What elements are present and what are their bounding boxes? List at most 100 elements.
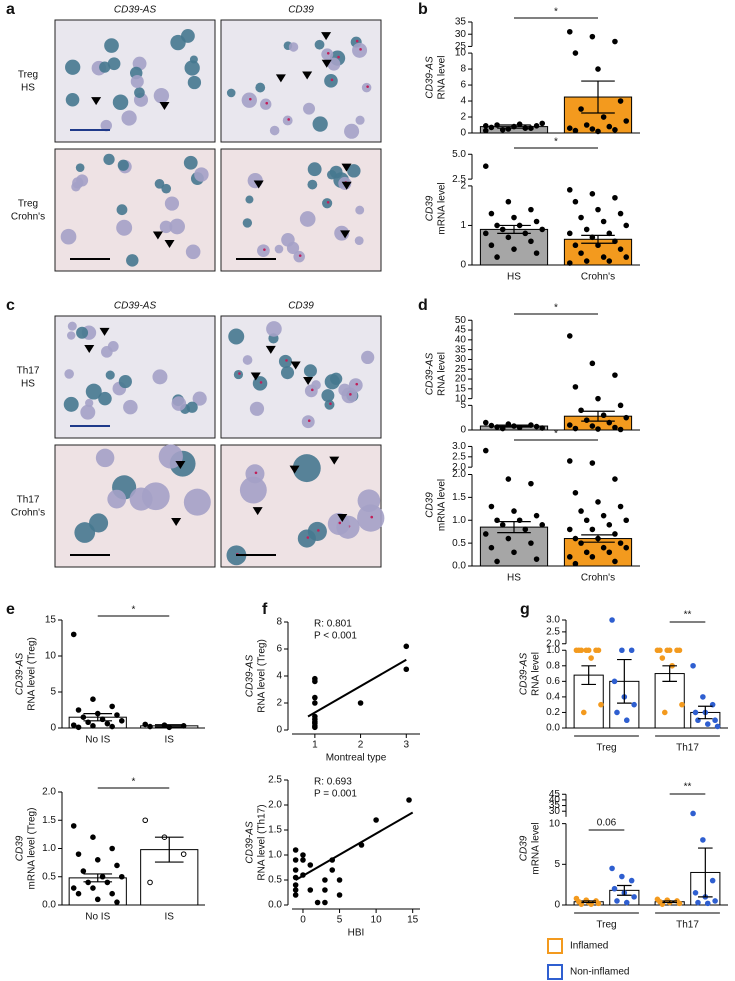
data-point <box>533 250 540 256</box>
cell <box>239 476 267 504</box>
data-point <box>583 258 590 264</box>
y-tick-label: 4 <box>276 671 282 682</box>
data-point <box>612 194 618 201</box>
data-point <box>583 417 590 423</box>
cell <box>324 74 338 88</box>
data-point <box>488 422 495 429</box>
cell <box>307 179 318 190</box>
cell <box>352 42 368 58</box>
y-tick-label: 35 <box>455 17 467 28</box>
data-point <box>373 817 379 823</box>
cell <box>361 82 372 93</box>
data-point <box>623 254 630 260</box>
rna-dot <box>337 55 340 59</box>
data-point <box>623 899 630 906</box>
y-tick-label: 35 <box>549 800 561 811</box>
cell <box>274 244 284 254</box>
panel-label: a <box>6 1 15 18</box>
rna-dot <box>306 536 310 539</box>
cell <box>60 228 77 245</box>
x-axis-label: HBI <box>348 928 365 939</box>
y-tick-label: 5 <box>50 687 56 698</box>
cell <box>252 376 268 391</box>
cell <box>257 244 270 258</box>
rna-dot <box>263 248 266 251</box>
data-point <box>623 222 630 229</box>
y-tick-label: 35 <box>455 344 467 355</box>
error-bar <box>581 534 615 543</box>
data-point <box>566 458 573 464</box>
cell <box>80 404 96 420</box>
y-axis-label: RNA level (Treg) <box>257 639 268 713</box>
y-tick-label: 2 <box>460 181 466 192</box>
data-point <box>488 242 495 249</box>
rna-dot <box>330 78 334 82</box>
y-tick-label: 30 <box>455 354 467 365</box>
rna-dot <box>370 515 374 519</box>
arrowhead <box>341 163 352 172</box>
panel-label: d <box>418 297 428 314</box>
y-tick-label: 2.0 <box>546 638 560 649</box>
cell <box>245 195 254 204</box>
cell <box>282 115 293 126</box>
row-label: Crohn's <box>11 508 45 519</box>
cell <box>65 92 80 107</box>
x-tick-label: Treg <box>596 743 616 754</box>
cell <box>116 219 133 236</box>
cell <box>192 391 207 406</box>
y-tick-label: 0 <box>276 725 282 736</box>
data-point <box>292 867 299 873</box>
error-bar <box>497 124 531 129</box>
y-tick-label: 2.5 <box>452 451 466 462</box>
arrowhead <box>329 456 340 465</box>
cell <box>281 233 295 247</box>
arrowhead <box>252 507 263 516</box>
data-point <box>566 187 573 193</box>
y-tick-label: 25 <box>455 364 467 375</box>
y-tick-label: 30 <box>549 806 561 817</box>
data-point <box>109 703 115 710</box>
data-point <box>595 900 602 907</box>
y-tick-label: 40 <box>549 795 561 806</box>
data-point <box>533 512 540 519</box>
arrowhead <box>337 514 348 523</box>
cell <box>67 321 77 331</box>
cell <box>324 399 335 410</box>
cell <box>241 92 257 108</box>
data-point <box>566 554 573 560</box>
cell <box>134 87 145 98</box>
micrograph <box>220 315 382 439</box>
data-point <box>612 476 618 482</box>
x-tick-label: 3 <box>404 740 410 751</box>
data-point <box>609 617 615 623</box>
data-point <box>300 852 306 858</box>
data-point <box>90 885 96 891</box>
cell <box>311 380 321 390</box>
cell <box>107 489 127 509</box>
data-point <box>617 503 624 510</box>
y-tick-label: 2 <box>276 698 282 709</box>
y-tick-label: 2.0 <box>268 800 282 811</box>
data-point <box>494 558 500 565</box>
error-bar <box>698 705 713 720</box>
rna-dot <box>265 101 269 105</box>
arrowhead <box>253 180 264 189</box>
data-point <box>322 899 328 906</box>
cell <box>154 179 165 189</box>
panel-label: e <box>6 601 15 618</box>
error-bar <box>662 900 677 904</box>
data-point <box>572 384 579 390</box>
data-point <box>114 899 120 905</box>
data-point <box>505 476 512 482</box>
data-point <box>588 655 594 661</box>
y-tick-label: 0 <box>554 900 560 911</box>
arrowhead <box>250 372 261 381</box>
y-axis-label: CD39-AS <box>15 653 26 696</box>
cell <box>101 345 113 358</box>
y-tick-label: 6 <box>460 80 466 91</box>
data-point <box>488 210 495 217</box>
cell <box>303 364 317 378</box>
cell <box>322 198 333 209</box>
data-point <box>700 694 706 700</box>
arrowhead <box>164 240 175 249</box>
